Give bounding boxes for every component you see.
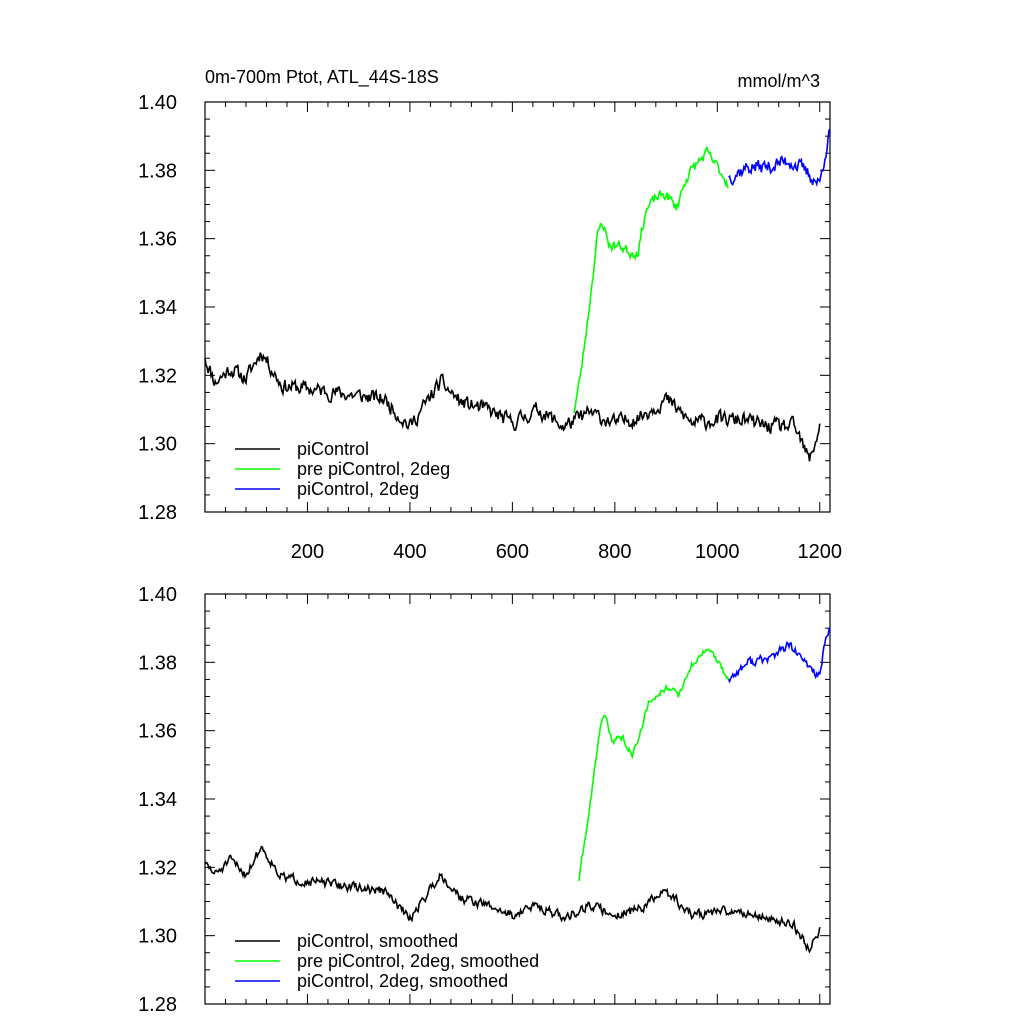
y-tick-label: 1.30 bbox=[138, 434, 177, 456]
legend-label: pre piControl, 2deg bbox=[297, 459, 450, 479]
x-tick-label: 1200 bbox=[798, 541, 843, 563]
y-tick-label: 1.32 bbox=[138, 365, 177, 387]
y-tick-label: 1.32 bbox=[138, 857, 177, 879]
series-line-1 bbox=[578, 648, 730, 882]
legend-label: piControl, smoothed bbox=[297, 931, 458, 951]
x-tick-label: 400 bbox=[393, 541, 426, 563]
series-line-0 bbox=[204, 352, 821, 462]
x-tick-label: 1000 bbox=[695, 541, 740, 563]
series-line-2 bbox=[728, 128, 831, 188]
legend-label: piControl, 2deg, smoothed bbox=[297, 971, 508, 991]
series-line-1 bbox=[573, 145, 730, 414]
chart-title: 0m-700m Ptot, ATL_44S-18S bbox=[205, 67, 439, 88]
series-line-0 bbox=[204, 845, 821, 954]
y-tick-label: 1.36 bbox=[138, 229, 177, 251]
y-tick-label: 1.36 bbox=[138, 721, 177, 743]
y-tick-label: 1.30 bbox=[138, 926, 177, 948]
x-tick-label: 600 bbox=[496, 541, 529, 563]
y-tick-label: 1.40 bbox=[138, 92, 177, 114]
y-tick-label: 1.28 bbox=[138, 502, 177, 524]
legend-label: pre piControl, 2deg, smoothed bbox=[297, 951, 539, 971]
x-tick-label: 800 bbox=[598, 541, 631, 563]
y-tick-label: 1.38 bbox=[138, 652, 177, 674]
y-tick-label: 1.34 bbox=[138, 789, 177, 811]
y-tick-label: 1.40 bbox=[138, 584, 177, 606]
top-panel: 1.28 1.30 1.32 1.34 1.36 1.38 1.40 200 400 600 800… bbox=[138, 92, 842, 563]
y-tick-label: 1.34 bbox=[138, 297, 177, 319]
bottom-panel: 1.28 1.30 1.32 1.34 1.36 1.38 1.40 piControl, s… bbox=[138, 584, 831, 1016]
x-tick-label: 200 bbox=[291, 541, 324, 563]
legend-label: piControl, 2deg bbox=[297, 479, 419, 499]
chart-units: mmol/m^3 bbox=[738, 71, 820, 91]
series-line-2 bbox=[727, 627, 831, 684]
y-tick-label: 1.28 bbox=[138, 994, 177, 1016]
y-tick-label: 1.38 bbox=[138, 160, 177, 182]
legend-label: piControl bbox=[297, 439, 369, 459]
